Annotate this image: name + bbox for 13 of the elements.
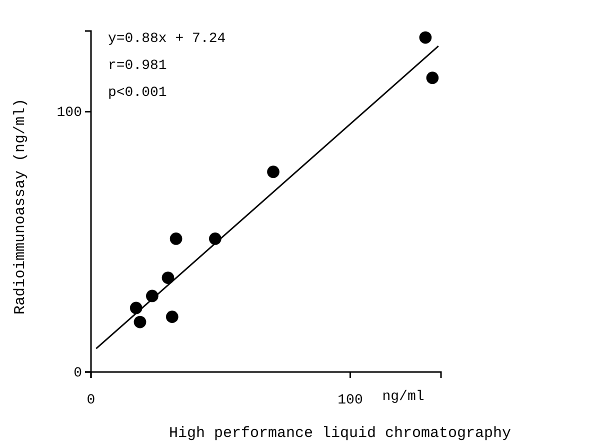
y-axis-title: Radioimmunoassay (ng/ml): [12, 98, 29, 315]
point: [134, 316, 146, 328]
annotation: p<0.001: [108, 85, 167, 101]
point: [162, 272, 174, 284]
point: [170, 232, 182, 245]
annotation: y=0.88x + 7.24: [108, 31, 226, 47]
point: [166, 310, 178, 323]
x-axis-title: High performance liquid chromatography: [168, 425, 512, 442]
text: ng/ml: [382, 389, 424, 405]
point: [419, 31, 432, 44]
point: [426, 72, 439, 84]
annotation: r=0.981: [108, 58, 167, 74]
point: [267, 166, 280, 178]
